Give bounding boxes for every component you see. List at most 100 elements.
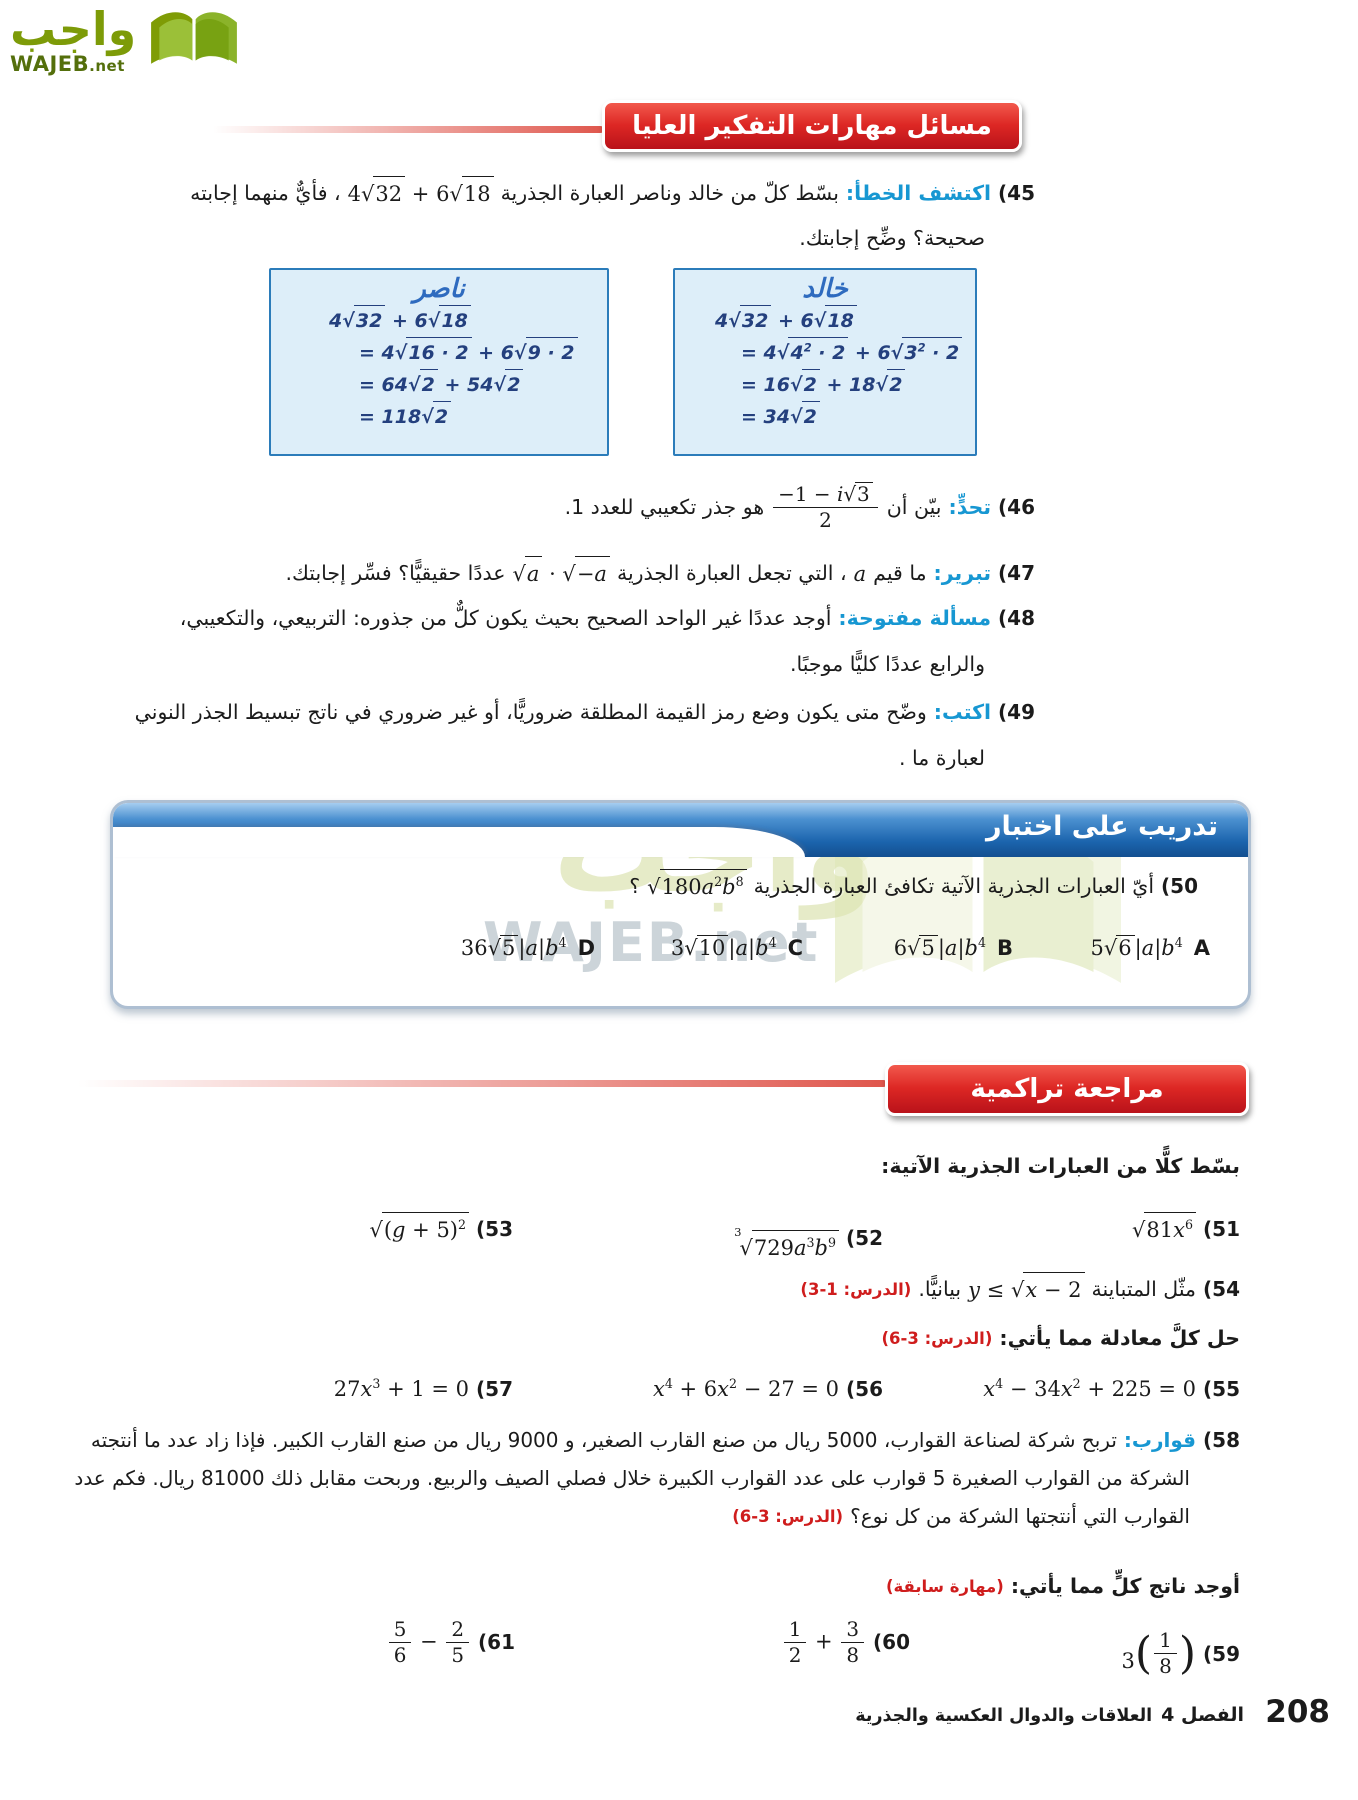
banner-fade-line <box>35 1080 887 1087</box>
khalid-work-box: خالد 4 √ 32 + 6 √ 18 = 4 √ 42 · 2 + 6 √ 32 · 2 =… <box>673 268 977 456</box>
question-number: (57 <box>476 1376 513 1401</box>
question-number: (53 <box>476 1217 513 1242</box>
radical-expression: √ (g + 5)2 <box>369 1212 470 1248</box>
question-58-line1: (58 قوارب: تربح شركة لصناعة القوارب، 500… <box>91 1424 1240 1457</box>
work-line: = 4 √ 42 · 2 + 6 √ 32 · 2 <box>741 337 975 369</box>
banner-title: مراجعة تراكمية <box>970 1074 1164 1104</box>
wajeb-logo-text: واجب WAJEB.net <box>10 6 136 75</box>
item-56: (56 x4 + 6x2 − 27 = 0 <box>653 1372 883 1407</box>
question-text: تربح شركة لصناعة القوارب، 5000 ريال من ص… <box>90 1428 1117 1452</box>
open-book-icon <box>151 12 238 64</box>
question-number: (55 <box>1203 1376 1240 1401</box>
student-name: خالد <box>802 274 848 304</box>
question-number: (45 <box>998 181 1035 206</box>
instruction-text: بسّط كلًّا من العبارات الجذرية الآتية: <box>881 1154 1240 1178</box>
question-49-line1: (49 اكتب: وضّح متى يكون وضع رمز القيمة ا… <box>135 696 1035 730</box>
cumulative-review-banner: مراجعة تراكمية <box>885 1062 1249 1116</box>
question-text: مثّل المتباينة <box>1091 1276 1197 1301</box>
chapter-label: الفصل 4 <box>1161 1704 1244 1726</box>
wajeb-logo-latin: WAJEB.net <box>10 52 125 76</box>
wajeb-logo-arabic: واجب <box>10 2 137 56</box>
item-57: (57 27x3 + 1 = 0 <box>334 1372 513 1407</box>
instruction-text: أوجد ناتج كلٍّ مما يأتي: <box>1010 1574 1240 1598</box>
question-text: أيّ العبارات الجذرية الآتية تكافئ العبار… <box>753 873 1155 898</box>
item-51: (51 √ 81x6 <box>1132 1212 1240 1248</box>
question-text: القوارب التي أنتجتها الشركة من كل نوع؟ <box>850 1504 1190 1528</box>
question-number: (60 <box>873 1630 910 1655</box>
nasser-work-box: ناصر 4 √ 32 + 6 √ 18 = 4 √ 16 · 2 + 6 √ 9 · 2 = … <box>269 268 609 456</box>
question-text: ما قيم <box>873 560 927 585</box>
work-line: 4 √ 32 + 6 √ 18 <box>329 305 607 337</box>
question-50: (50 أيّ العبارات الجذرية الآتية تكافئ ال… <box>629 869 1198 905</box>
question-58-line3: القوارب التي أنتجتها الشركة من كل نوع؟ (… <box>732 1500 1190 1533</box>
item-59: (59 318 <box>1122 1618 1240 1691</box>
work-line: = 64 √ 2 + 54 √ 2 <box>359 369 607 401</box>
answer-choice-c: C 3 √ 10 |a|b4 <box>671 935 803 960</box>
test-practice-content: (50 أيّ العبارات الجذرية الآتية تكافئ ال… <box>113 803 1248 1006</box>
choice-expression: 6 √ 5 |a|b4 <box>893 935 986 960</box>
question-45-line2: صحيحة؟ وضِّح إجابتك. <box>799 222 985 256</box>
question-label: تبرير: <box>933 560 992 585</box>
question-46: (46 تحدٍّ: بيّن أن −1 − i √ 3 2 هو جذر تكعي… <box>565 482 1035 533</box>
work-line: = 4 √ 16 · 2 + 6 √ 9 · 2 <box>359 337 607 369</box>
lesson-reference: (الدرس: 3-6) <box>881 1329 993 1349</box>
higher-order-thinking-banner: مسائل مهارات التفكير العليا <box>602 100 1022 152</box>
lesson-reference: (الدرس: 3-6) <box>732 1506 844 1526</box>
footer-line: الفصل 4 العلاقات والدوال العكسية والجذري… <box>855 1704 1244 1726</box>
radical-expression: √ 81x6 <box>1132 1212 1197 1248</box>
question-number: (58 <box>1203 1428 1240 1452</box>
choice-letter: D <box>577 935 595 960</box>
question-number: (61 <box>478 1630 515 1655</box>
question-text: أوجد عددًا غير الواحد الصحيح بحيث يكون ك… <box>179 606 832 630</box>
question-number: (56 <box>846 1376 883 1401</box>
banner-fade-line <box>192 126 604 133</box>
answer-choice-a: A 5 √ 6 |a|b4 <box>1090 935 1210 960</box>
inequality-expression: y ≤ √ x − 2 <box>968 1272 1085 1308</box>
question-text: صحيحة؟ وضِّح إجابتك. <box>799 226 985 250</box>
choice-expression: 5 √ 6 |a|b4 <box>1090 935 1183 960</box>
question-49-line2: لعبارة ما . <box>899 742 985 776</box>
question-text: وضّح متى يكون وضع رمز القيمة المطلقة ضرو… <box>134 700 927 724</box>
question-47: (47 تبرير: ما قيم a ، التي تجعل العبارة … <box>285 556 1035 592</box>
item-55: (55 x4 − 34x2 + 225 = 0 <box>983 1372 1240 1407</box>
question-48-line1: (48 مسألة مفتوحة: أوجد عددًا غير الواحد … <box>180 602 1035 636</box>
question-text: هو جذر تكعيبي للعدد 1. <box>564 494 765 519</box>
question-number: (50 <box>1161 874 1198 899</box>
skill-reference: (مهارة سابقة) <box>885 1577 1004 1597</box>
fraction-expression: 318 <box>1122 1618 1196 1691</box>
radical-expression: √ a · √ −a <box>512 556 610 592</box>
question-text: عددًا حقيقيًّا؟ فسِّر إجابتك. <box>285 560 506 585</box>
solve-equations-heading: حل كلَّ معادلة مما يأتي: (الدرس: 3-6) <box>881 1322 1240 1356</box>
radical-expression: √ 180a2b8 <box>647 869 747 905</box>
question-number: (59 <box>1203 1641 1240 1666</box>
student-name: ناصر <box>413 274 465 304</box>
question-text: بيّن أن <box>886 494 942 519</box>
question-text: ، فأيٌّ منهما إجابته <box>190 180 341 205</box>
work-line: = 34 √ 2 <box>741 401 975 433</box>
fraction-expression: −1 − i √ 3 2 <box>771 482 880 533</box>
radical-expression: 4 √ 32 + 6 √ 18 <box>348 176 494 212</box>
question-number: (54 <box>1203 1277 1240 1302</box>
answer-choice-d: D 36 √ 5 |a|b4 <box>461 935 595 960</box>
wajeb-logo: واجب WAJEB.net <box>10 6 244 75</box>
question-58-line2: الشركة من القوارب الصغيرة 5 قوارب على عد… <box>74 1462 1190 1495</box>
banner-title: مسائل مهارات التفكير العليا <box>632 111 992 141</box>
test-practice-box: واجب WAJEB.net تدريب على اختبار (50 أيّ … <box>110 800 1251 1009</box>
variable-a: a <box>853 561 867 586</box>
question-label: مسألة مفتوحة: <box>838 606 992 630</box>
simplify-instruction: بسّط كلًّا من العبارات الجذرية الآتية: <box>881 1150 1240 1184</box>
equation: 27x3 + 1 = 0 <box>333 1376 470 1401</box>
question-label: اكتشف الخطأ: <box>845 180 992 205</box>
answer-choice-b: B 6 √ 5 |a|b4 <box>894 935 1013 960</box>
choice-expression: 3 √ 10 |a|b4 <box>670 935 777 960</box>
item-52: (52 3 √ 729a3b9 <box>734 1212 883 1266</box>
question-45-line1: (45 اكتشف الخطأ: بسّط كلّ من خالد وناصر … <box>190 176 1035 212</box>
item-53: (53 √ (g + 5)2 <box>369 1212 513 1248</box>
question-text: الشركة من القوارب الصغيرة 5 قوارب على عد… <box>74 1466 1190 1490</box>
question-mark: ؟ <box>629 873 641 898</box>
question-label: اكتب: <box>933 700 992 724</box>
